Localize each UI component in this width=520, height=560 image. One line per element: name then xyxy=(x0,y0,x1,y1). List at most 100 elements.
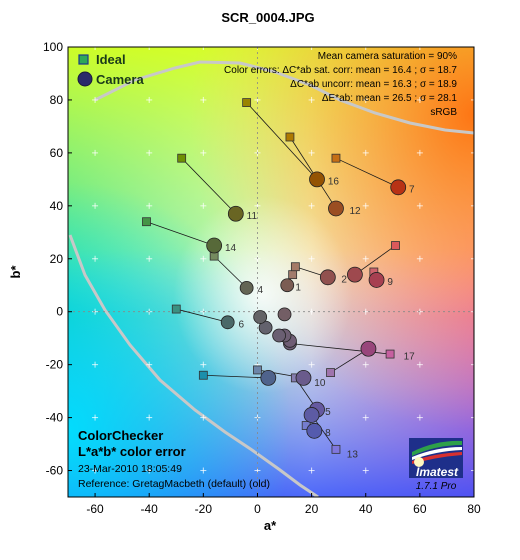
x-tick-label: 40 xyxy=(359,502,373,516)
camera-point xyxy=(227,205,244,222)
patch-label: 13 xyxy=(347,449,359,460)
y-tick-label: 60 xyxy=(50,146,64,160)
chart-title: SCR_0004.JPG xyxy=(221,10,314,25)
patch-label: 17 xyxy=(404,351,416,362)
patch-label: 9 xyxy=(387,277,393,288)
x-tick-label: 0 xyxy=(254,502,261,516)
connector-line xyxy=(203,374,269,379)
camera-point xyxy=(319,269,336,286)
camera-point xyxy=(277,307,292,322)
ideal-point xyxy=(177,153,187,163)
connector-line xyxy=(354,245,396,275)
caption-line-2: L*a*b* color error xyxy=(78,444,186,459)
camera-point xyxy=(280,278,295,293)
y-tick-label: -60 xyxy=(46,464,64,478)
ideal-point xyxy=(171,304,181,314)
stats-line-2: Color errors: ΔC*ab sat. corr: mean = 16… xyxy=(224,65,457,76)
patch-label: 6 xyxy=(239,320,245,331)
y-tick-label: 100 xyxy=(43,40,63,54)
caption-block: ColorChecker L*a*b* color error 23-Mar-2… xyxy=(78,428,270,490)
ideal-point xyxy=(326,368,335,377)
legend-ideal-label: Ideal xyxy=(96,52,126,67)
connector-line xyxy=(181,157,237,215)
y-axis-label: b* xyxy=(8,265,23,279)
camera-point xyxy=(328,200,344,217)
ideal-point xyxy=(198,370,208,380)
stats-line-4: ΔE*ab: mean = 26.5 ; σ = 28.1 xyxy=(322,93,458,104)
patch-label: 4 xyxy=(257,285,263,296)
legend-camera-label: Camera xyxy=(96,72,144,87)
logo-dot-icon xyxy=(414,457,424,467)
camera-point xyxy=(253,310,268,324)
connector-line xyxy=(335,157,399,188)
legend: Ideal Camera xyxy=(77,52,144,87)
logo-name: Imatest xyxy=(416,465,459,479)
camera-point xyxy=(220,315,235,330)
patch-label: 14 xyxy=(225,243,237,254)
connector-line xyxy=(176,308,228,323)
x-axis-ticks: -60 -40 -20 0 20 40 60 80 xyxy=(86,493,481,516)
ideal-point xyxy=(285,132,295,142)
patch-label: 2 xyxy=(341,275,347,286)
camera-point xyxy=(260,369,277,386)
ideal-point xyxy=(242,98,252,107)
ideal-point xyxy=(391,241,400,250)
patch-label: 1 xyxy=(295,283,301,294)
patch-label: 5 xyxy=(325,407,331,418)
y-tick-label: -20 xyxy=(46,358,64,372)
imatest-logo: Imatest 1.7.1 Pro xyxy=(409,438,463,492)
gamut-boundary-top xyxy=(94,60,474,135)
y-tick-label: 20 xyxy=(50,252,64,266)
camera-point xyxy=(347,266,363,283)
patch-label: 8 xyxy=(325,428,331,439)
legend-ideal-swatch xyxy=(78,54,89,65)
ideal-point xyxy=(331,444,341,454)
stats-line-1: Mean camera saturation = 90% xyxy=(318,51,457,62)
ideal-point xyxy=(385,349,395,359)
x-tick-label: 60 xyxy=(413,502,427,516)
patch-label: 12 xyxy=(349,206,361,217)
camera-point xyxy=(206,237,223,254)
ideal-point xyxy=(142,217,151,227)
caption-line-3: 23-Mar-2010 18:05:49 xyxy=(78,463,182,475)
y-axis-ticks: -60 -40 -20 0 20 40 60 80 100 xyxy=(43,40,72,478)
connector-line xyxy=(246,102,318,180)
camera-markers xyxy=(206,171,407,439)
ideal-point xyxy=(331,153,341,163)
camera-point xyxy=(295,369,312,386)
stats-line-3: ΔC*ab uncorr: mean = 16.3 ; σ = 18.9 xyxy=(290,79,457,90)
caption-line-1: ColorChecker xyxy=(78,428,163,443)
camera-point xyxy=(272,328,287,343)
y-tick-label: 40 xyxy=(50,199,64,213)
y-tick-label: 80 xyxy=(50,93,64,107)
patch-label: 16 xyxy=(328,177,340,188)
connector-line xyxy=(213,255,247,289)
caption-line-4: Reference: GretagMacbeth (default) (old) xyxy=(78,478,270,490)
ideal-point xyxy=(253,365,262,375)
camera-point xyxy=(306,422,323,439)
y-tick-label: 0 xyxy=(56,305,63,319)
y-tick-label: -40 xyxy=(46,411,64,425)
x-axis-label: a* xyxy=(264,518,277,533)
camera-point xyxy=(309,171,325,188)
camera-point xyxy=(239,280,254,295)
connector-line xyxy=(146,221,215,246)
stats-block: Mean camera saturation = 90% Color error… xyxy=(224,51,457,118)
x-tick-label: 80 xyxy=(467,502,481,516)
camera-point xyxy=(368,272,385,288)
x-tick-label: -40 xyxy=(141,502,159,516)
patch-label: 7 xyxy=(409,185,415,196)
patch-label: 10 xyxy=(314,378,326,389)
legend-camera-swatch xyxy=(77,71,93,87)
x-tick-label: 20 xyxy=(305,502,319,516)
gamut-boundary-bottom xyxy=(68,234,319,497)
camera-point xyxy=(390,179,407,196)
plot-frame xyxy=(67,46,475,498)
patch-label: 11 xyxy=(247,211,258,222)
stats-line-5: sRGB xyxy=(430,107,457,118)
ideal-point xyxy=(290,262,300,272)
camera-point xyxy=(360,340,377,357)
